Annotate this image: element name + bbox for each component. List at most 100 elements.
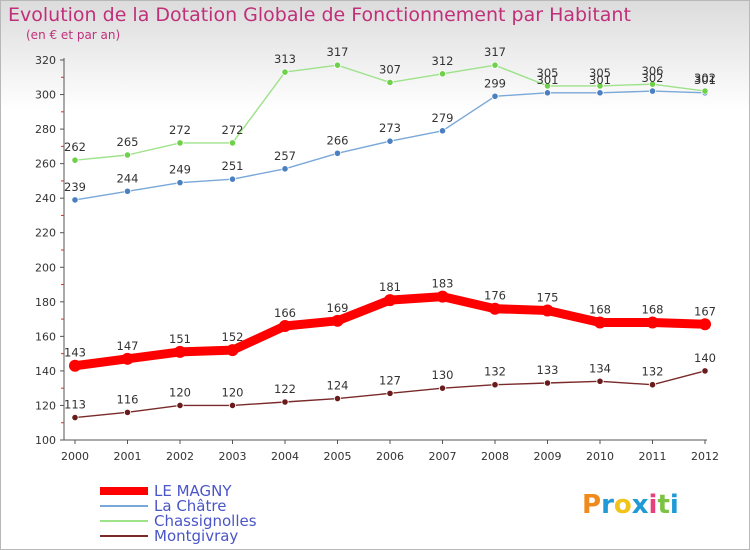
data-point [384,294,396,307]
data-label: 302 [642,71,664,85]
data-label: 301 [537,73,559,87]
data-point [543,379,552,387]
data-point [489,302,501,315]
data-point [648,381,657,389]
data-point [438,70,447,78]
data-point [331,314,344,327]
y-tick-label: 320 [35,54,56,67]
data-point [491,381,499,389]
data-label: 143 [64,346,86,360]
data-label: 307 [379,62,401,76]
y-tick-label: 200 [35,261,56,274]
data-point [123,408,132,416]
proxiti-logo: Proxiti [582,490,679,520]
data-label: 166 [274,306,296,320]
data-label: 306 [642,64,664,78]
logo-letter: i [648,490,658,520]
legend-label: Montgivray [154,527,239,545]
x-tick-label: 2004 [271,450,299,463]
data-label: 272 [222,123,244,137]
x-tick-label: 2002 [166,450,194,463]
data-point [71,413,79,422]
legend-label: LE MAGNY [154,482,232,500]
data-label: 317 [484,45,506,59]
x-tick-label: 2005 [324,450,352,463]
data-label: 120 [222,385,244,399]
logo-letter: P [582,490,602,520]
logo-letter: x [631,490,649,520]
data-point [646,316,659,329]
x-tick-label: 2011 [639,450,667,463]
chart-subtitle: (en € et par an) [26,28,121,42]
data-point [228,401,237,410]
data-point [333,394,342,403]
x-tick-label: 2000 [61,450,89,463]
data-point [438,127,447,135]
data-point [436,290,449,303]
data-point [543,89,552,97]
data-label: 181 [379,280,401,294]
data-point [386,78,394,87]
data-label: 257 [274,149,296,163]
legend-swatch [100,487,148,495]
data-point [228,175,237,183]
data-label: 313 [274,52,296,66]
logo-letter: i [669,490,679,520]
data-point [386,389,394,397]
x-tick-label: 2007 [429,450,457,463]
data-point [174,345,186,358]
y-tick-label: 100 [35,434,56,447]
data-point [176,179,184,187]
data-label: 279 [432,111,454,125]
legend-swatch [100,520,148,522]
data-label: 169 [327,301,349,315]
data-label: 265 [117,135,139,149]
y-tick-label: 160 [35,330,56,343]
data-label: 299 [484,76,506,90]
data-point [541,304,554,317]
data-label: 244 [117,171,139,185]
data-label: 113 [64,398,86,412]
y-tick-label: 220 [35,227,56,240]
chart-title: Evolution de la Dotation Globale de Fonc… [8,4,631,26]
data-point [701,367,709,375]
x-tick-label: 2003 [219,450,247,463]
data-point [121,352,134,365]
data-label: 124 [327,379,349,393]
data-point [281,398,289,406]
x-tick-label: 2009 [534,450,562,463]
legend-label: Chassignolles [154,512,257,530]
data-label: 122 [274,382,296,396]
data-label: 262 [64,140,86,154]
data-label: 168 [642,303,664,317]
data-point [491,61,499,69]
logo-letter: r [601,490,614,520]
data-label: 130 [432,368,454,382]
data-point [281,68,289,76]
x-tick-label: 2006 [376,450,404,463]
data-label: 266 [327,133,349,147]
x-tick-label: 2012 [691,450,719,463]
data-point [333,149,342,157]
data-point [281,165,289,173]
data-label: 116 [117,392,139,406]
data-label: 127 [379,373,401,387]
x-tick-label: 2001 [114,450,142,463]
data-point [491,92,499,100]
data-label: 176 [484,289,506,303]
data-point [123,151,132,159]
x-tick-label: 2010 [586,450,614,463]
legend-swatch [100,535,148,537]
data-label: 152 [222,330,244,344]
data-point [71,196,79,204]
data-label: 134 [589,361,611,375]
legend-label: La Châtre [154,497,227,515]
data-point [699,318,711,331]
data-label: 317 [327,45,349,59]
data-label: 175 [537,290,559,304]
data-label: 302 [694,71,716,85]
data-point [438,384,447,392]
data-label: 312 [432,54,454,68]
logo-letter: o [613,490,632,520]
